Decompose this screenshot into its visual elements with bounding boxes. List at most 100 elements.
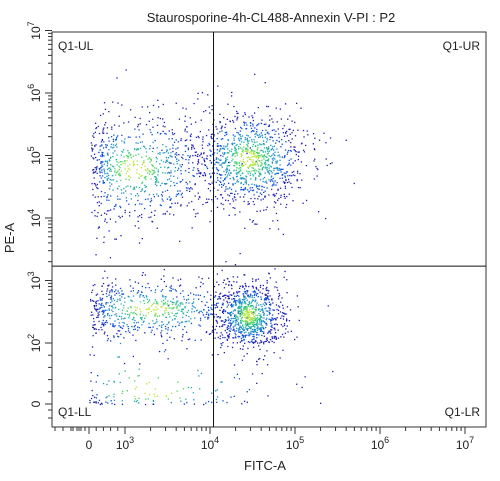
event-point	[106, 396, 108, 398]
event-point	[110, 209, 112, 211]
event-point	[257, 144, 259, 146]
event-point	[121, 140, 123, 142]
event-point	[151, 164, 153, 166]
event-point	[205, 110, 207, 112]
event-point	[206, 291, 209, 293]
event-point	[296, 336, 298, 338]
event-point	[111, 309, 113, 311]
event-point	[203, 111, 205, 113]
event-point	[198, 324, 200, 326]
event-point	[239, 177, 241, 179]
event-point	[126, 200, 128, 202]
event-point	[99, 175, 101, 177]
event-point	[148, 170, 150, 172]
event-point	[106, 132, 108, 134]
event-point	[224, 161, 226, 163]
event-point	[269, 307, 271, 310]
event-point	[248, 317, 250, 319]
event-point	[107, 285, 109, 287]
event-point	[270, 155, 272, 158]
event-point	[172, 325, 174, 328]
event-point	[227, 316, 229, 318]
event-point	[115, 292, 118, 295]
event-point	[221, 183, 223, 186]
event-point	[209, 183, 211, 186]
event-point	[231, 155, 233, 157]
event-point	[244, 188, 246, 190]
event-point	[111, 128, 113, 130]
event-point	[175, 290, 177, 292]
event-point	[318, 211, 320, 213]
event-point	[170, 162, 172, 164]
event-point	[185, 145, 188, 147]
event-point	[254, 172, 256, 174]
event-point	[134, 188, 136, 190]
event-point	[194, 307, 196, 309]
event-point	[190, 135, 192, 138]
event-point	[109, 179, 111, 181]
event-point	[247, 149, 249, 151]
event-point	[184, 130, 186, 132]
event-point	[296, 295, 298, 297]
event-point	[118, 336, 120, 338]
event-point	[259, 291, 261, 293]
event-point	[259, 328, 261, 330]
event-point	[246, 316, 249, 318]
event-point	[227, 334, 229, 337]
event-point	[163, 281, 165, 283]
event-point	[175, 195, 177, 197]
event-point	[232, 121, 235, 123]
event-point	[98, 159, 100, 161]
event-point	[120, 189, 122, 191]
event-point	[241, 189, 243, 191]
event-point	[109, 317, 111, 319]
event-point	[150, 216, 152, 218]
event-point	[232, 342, 234, 344]
event-point	[216, 206, 219, 208]
event-point	[155, 309, 157, 311]
event-point	[222, 295, 225, 297]
event-point	[287, 331, 289, 333]
event-point	[176, 154, 178, 156]
event-point	[129, 331, 131, 334]
event-point	[168, 304, 170, 306]
event-point	[242, 149, 244, 151]
event-point	[112, 138, 114, 140]
event-point	[275, 202, 277, 204]
event-point	[258, 328, 260, 330]
event-point	[229, 120, 231, 123]
event-point	[267, 296, 269, 298]
event-point	[169, 316, 171, 318]
event-point	[242, 328, 244, 330]
event-point	[289, 309, 292, 311]
event-point	[246, 176, 248, 178]
event-point	[170, 300, 172, 302]
event-point	[223, 170, 225, 173]
event-point	[256, 321, 259, 323]
event-point	[297, 129, 299, 131]
event-point	[215, 181, 217, 183]
event-point	[141, 319, 143, 321]
event-point	[264, 162, 266, 164]
event-point	[274, 336, 276, 338]
event-point	[149, 205, 151, 207]
event-point	[262, 166, 265, 168]
event-point	[268, 125, 270, 127]
event-point	[224, 310, 227, 313]
event-point	[262, 180, 264, 183]
event-point	[95, 144, 97, 146]
event-point	[103, 141, 105, 143]
event-point	[182, 334, 184, 336]
event-point	[248, 314, 251, 316]
event-point	[259, 321, 261, 323]
event-point	[226, 156, 229, 158]
event-point	[101, 306, 103, 308]
event-point	[236, 175, 238, 177]
event-point	[115, 306, 117, 308]
event-point	[101, 302, 103, 305]
event-point	[286, 318, 288, 320]
event-point	[90, 380, 92, 382]
event-point	[272, 309, 274, 311]
event-point	[180, 194, 182, 196]
event-point	[151, 329, 153, 331]
